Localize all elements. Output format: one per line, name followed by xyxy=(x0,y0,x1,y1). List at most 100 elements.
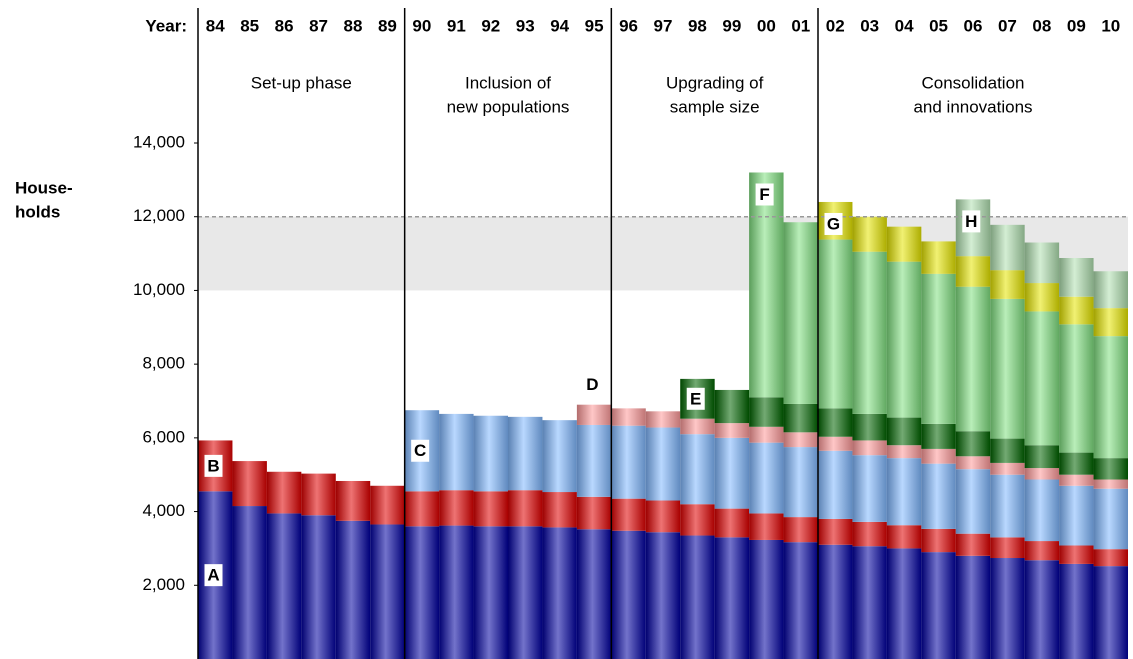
bar-segment xyxy=(232,461,267,507)
bar-segment xyxy=(439,413,474,491)
y-tick-label: 10,000 xyxy=(133,280,185,299)
bar-segment xyxy=(990,298,1025,439)
bar-segment xyxy=(645,411,681,428)
x-tick-label: 84 xyxy=(206,16,225,35)
x-tick-label: 96 xyxy=(619,16,638,35)
bar-segment xyxy=(1059,485,1094,546)
series-label: F xyxy=(759,185,769,204)
bar-segment xyxy=(611,408,646,426)
bar-segment xyxy=(921,273,956,424)
series-label: A xyxy=(207,566,219,585)
bar-segment xyxy=(818,450,853,519)
series-label: G xyxy=(827,214,840,233)
label-box xyxy=(755,183,774,206)
x-tick-label: 90 xyxy=(412,16,431,35)
series-label: H xyxy=(965,212,977,231)
phase-title: new populations xyxy=(447,97,570,116)
x-tick-label: 87 xyxy=(309,16,328,35)
y-tick-label: 4,000 xyxy=(142,501,185,520)
x-tick-label: 97 xyxy=(654,16,673,35)
bar-segment xyxy=(439,525,474,659)
bar-segment xyxy=(1024,560,1060,659)
bar-segment xyxy=(370,485,405,525)
x-tick-label: 93 xyxy=(516,16,535,35)
bar-segment xyxy=(921,448,956,464)
bar-segment xyxy=(818,239,853,409)
bar-segment xyxy=(542,420,577,493)
phase-title: Set-up phase xyxy=(251,73,352,92)
bar-segment xyxy=(921,241,956,274)
bar-segment xyxy=(1059,474,1094,486)
bar-segment xyxy=(576,424,612,497)
bar-segment xyxy=(749,172,784,398)
x-tick-label: 07 xyxy=(998,16,1017,35)
bar-segment xyxy=(783,542,818,659)
bar-segment xyxy=(508,416,543,491)
bar-segment xyxy=(990,270,1025,299)
bar-segment xyxy=(680,535,715,659)
bar-segment xyxy=(611,530,646,659)
bar-segment xyxy=(404,526,440,659)
bar-segment xyxy=(783,222,818,404)
bar-segment xyxy=(749,426,784,443)
x-tick-label: 85 xyxy=(240,16,259,35)
y-tick-label: 14,000 xyxy=(133,132,185,151)
bar-segment xyxy=(886,525,922,549)
y-tick-label: 6,000 xyxy=(142,427,185,446)
bar-segment xyxy=(266,513,302,659)
bar-segment xyxy=(955,555,991,659)
bar-segment xyxy=(576,496,612,530)
bar-segment xyxy=(783,517,818,543)
bar-segment xyxy=(1024,541,1060,561)
bar-segment xyxy=(852,521,887,547)
bar-segment xyxy=(645,427,681,501)
bar-segment xyxy=(852,440,887,456)
bar-segment xyxy=(611,498,646,531)
x-tick-label: 99 xyxy=(722,16,741,35)
bar-segment xyxy=(955,256,991,287)
bar-segment xyxy=(852,216,887,252)
bar-segment xyxy=(473,491,508,527)
bar-segment xyxy=(818,518,853,545)
bar-segment xyxy=(955,456,991,470)
bar-segment xyxy=(439,490,474,526)
bar-segment xyxy=(955,431,991,457)
x-tick-label: 03 xyxy=(860,16,879,35)
x-tick-label: 94 xyxy=(550,16,569,35)
bar-segment xyxy=(1059,296,1094,325)
bar-segment xyxy=(783,403,818,433)
bar-segment xyxy=(1024,479,1060,542)
y-tick-label: 2,000 xyxy=(142,575,185,594)
bar-segment xyxy=(301,473,336,516)
phase-title: sample size xyxy=(670,97,760,116)
bar-segment xyxy=(1093,549,1128,567)
bar-segment xyxy=(990,438,1025,463)
bar-segment xyxy=(645,532,681,659)
bar-segment xyxy=(714,423,750,438)
label-box xyxy=(204,564,223,587)
bar-segment xyxy=(1093,336,1128,459)
bar-segment xyxy=(886,417,922,446)
bar-segment xyxy=(990,558,1025,659)
bar-segment xyxy=(1059,545,1094,564)
x-tick-label: 04 xyxy=(895,16,914,35)
bar-segment xyxy=(921,528,956,553)
bar-segment xyxy=(852,455,887,522)
bar-segment xyxy=(749,539,784,659)
bar-segment xyxy=(852,251,887,414)
phase-title: Consolidation xyxy=(921,73,1024,92)
bar-segment xyxy=(714,508,750,538)
bar-segment xyxy=(576,404,612,425)
x-tick-label: 02 xyxy=(826,16,845,35)
y-axis-label: House- xyxy=(15,178,73,197)
bar-segment xyxy=(714,389,750,424)
bar-segment xyxy=(1024,242,1060,284)
bar-segment xyxy=(1093,458,1128,480)
bar-segment xyxy=(1024,311,1060,446)
bar-segment xyxy=(645,500,681,533)
bar-segment xyxy=(886,458,922,526)
bar-segment xyxy=(714,437,750,509)
series-label: C xyxy=(414,441,426,460)
label-box xyxy=(686,387,705,410)
bar-segment xyxy=(232,506,267,659)
